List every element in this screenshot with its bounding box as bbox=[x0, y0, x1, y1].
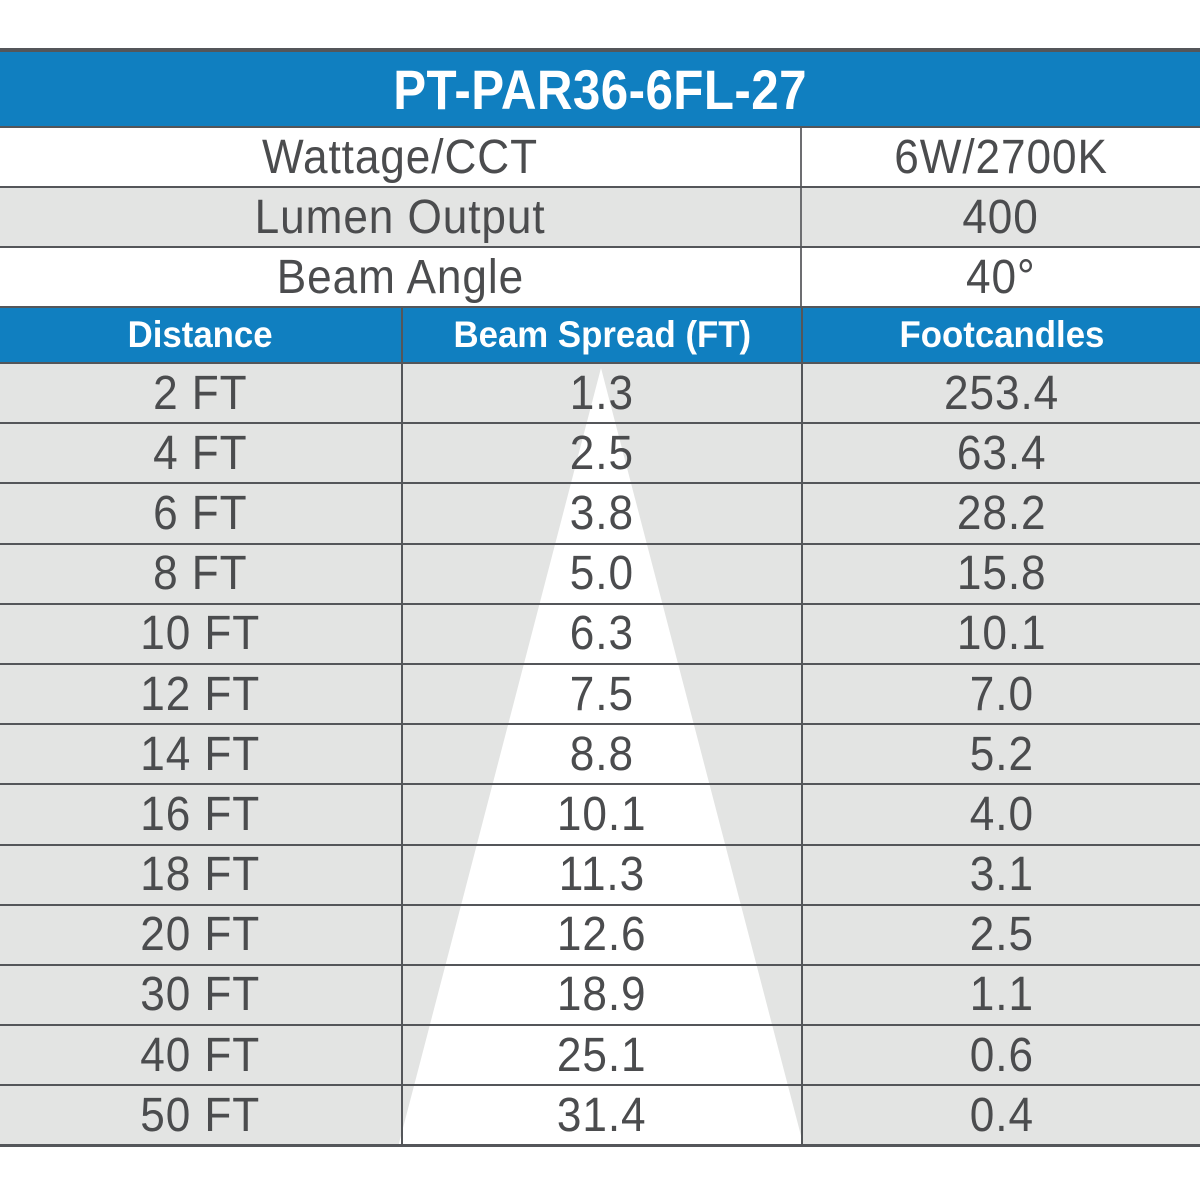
distance-cell: 4 FT bbox=[0, 424, 403, 483]
table-row: 8 FT 5.0 15.8 bbox=[0, 544, 1200, 605]
footcandles-cell: 253.4 bbox=[943, 366, 1060, 420]
beam-spread-cell: 6.3 bbox=[403, 604, 803, 663]
spec-row-beam-angle: Beam Angle 40° bbox=[0, 248, 1200, 308]
footcandles-cell: 0.6 bbox=[969, 1028, 1034, 1082]
table-row: 40 FT 25.1 0.6 bbox=[0, 1026, 1200, 1087]
table-row: 20 FT 12.6 2.5 bbox=[0, 905, 1200, 966]
beam-spread-cell: 11.3 bbox=[403, 845, 803, 904]
beam-spread-cell: 2.5 bbox=[403, 424, 803, 483]
beam-spread-cell: 25.1 bbox=[403, 1026, 803, 1085]
footcandles-cell: 7.0 bbox=[969, 667, 1034, 721]
distance-cell: 30 FT bbox=[0, 965, 403, 1025]
distance-cell: 20 FT bbox=[0, 905, 403, 964]
spec-value-cell: 6W/2700K bbox=[802, 128, 1200, 186]
spec-label-cell: Beam Angle bbox=[0, 248, 802, 306]
footcandles-cell: 2.5 bbox=[969, 908, 1034, 962]
footcandles-cell: 1.1 bbox=[969, 968, 1034, 1022]
footcandles-cell: 63.4 bbox=[956, 426, 1047, 480]
footcandles-cell: 4.0 bbox=[969, 787, 1034, 841]
spec-value: 400 bbox=[962, 190, 1040, 244]
footcandles-cell: 0.4 bbox=[969, 1088, 1034, 1142]
beam-spread-cell: 31.4 bbox=[403, 1086, 803, 1145]
table-row: 14 FT 8.8 5.2 bbox=[0, 725, 1200, 786]
beam-spread-cell: 10.1 bbox=[403, 785, 803, 844]
beam-spread-cell: 18.9 bbox=[403, 965, 803, 1025]
footcandles-cell: 3.1 bbox=[969, 848, 1034, 902]
distance-cell: 18 FT bbox=[0, 845, 403, 904]
header-footcandles: Footcandles bbox=[899, 314, 1104, 355]
beam-spread-cell: 12.6 bbox=[403, 905, 803, 964]
distance-cell: 12 FT bbox=[0, 664, 403, 724]
spec-table: PT-PAR36-6FL-27 Wattage/CCT 6W/2700K Lum… bbox=[0, 48, 1200, 1148]
spec-label: Wattage/CCT bbox=[262, 130, 538, 184]
spec-row-lumen: Lumen Output 400 bbox=[0, 188, 1200, 248]
beam-spread-cell: 8.8 bbox=[403, 725, 803, 784]
header-beam-spread: Beam Spread (FT) bbox=[403, 308, 803, 362]
distance-cell: 40 FT bbox=[0, 1026, 403, 1085]
spec-label-cell: Lumen Output bbox=[0, 188, 802, 246]
table-header-row: Distance Beam Spread (FT) Footcandles bbox=[0, 308, 1200, 364]
table-row: 50 FT 31.4 0.4 bbox=[0, 1086, 1200, 1148]
beam-spread-cell: 7.5 bbox=[403, 664, 803, 724]
table-row: 2 FT 1.3 253.4 bbox=[0, 364, 1200, 425]
spec-label: Beam Angle bbox=[276, 250, 524, 304]
light-beam-cone-icon bbox=[398, 368, 804, 1148]
beam-spread-cell: 3.8 bbox=[403, 484, 803, 543]
footcandles-cell: 15.8 bbox=[956, 547, 1047, 601]
spec-row-wattage: Wattage/CCT 6W/2700K bbox=[0, 128, 1200, 188]
beam-spread-cell: 5.0 bbox=[403, 544, 803, 603]
distance-cell: 10 FT bbox=[0, 604, 403, 663]
table-row: 4 FT 2.5 63.4 bbox=[0, 424, 1200, 485]
table-row: 18 FT 11.3 3.1 bbox=[0, 845, 1200, 906]
spec-value-cell: 400 bbox=[802, 188, 1200, 246]
table-row: 12 FT 7.5 7.0 bbox=[0, 664, 1200, 726]
table-row: 6 FT 3.8 28.2 bbox=[0, 484, 1200, 545]
distance-cell: 50 FT bbox=[0, 1086, 403, 1145]
footcandles-cell: 10.1 bbox=[956, 607, 1047, 661]
distance-cell: 8 FT bbox=[0, 544, 403, 603]
distance-cell: 2 FT bbox=[0, 364, 403, 423]
table-row: 10 FT 6.3 10.1 bbox=[0, 604, 1200, 665]
footcandles-cell: 5.2 bbox=[969, 727, 1034, 781]
spec-value: 40° bbox=[966, 250, 1036, 304]
spec-label: Lumen Output bbox=[254, 190, 546, 244]
product-title: PT-PAR36-6FL-27 bbox=[393, 57, 807, 121]
table-row: 16 FT 10.1 4.0 bbox=[0, 785, 1200, 846]
spec-value-cell: 40° bbox=[802, 248, 1200, 306]
table-body: 2 FT 1.3 253.4 4 FT 2.5 63.4 6 FT 3.8 28… bbox=[0, 364, 1200, 1148]
distance-cell: 6 FT bbox=[0, 484, 403, 543]
header-distance: Distance bbox=[0, 308, 403, 362]
beam-spread-cell: 1.3 bbox=[403, 364, 803, 423]
distance-cell: 14 FT bbox=[0, 725, 403, 784]
spec-label-cell: Wattage/CCT bbox=[0, 128, 802, 186]
product-title-bar: PT-PAR36-6FL-27 bbox=[0, 52, 1200, 128]
spec-value: 6W/2700K bbox=[894, 130, 1108, 184]
footcandles-cell: 28.2 bbox=[956, 486, 1047, 540]
distance-cell: 16 FT bbox=[0, 785, 403, 844]
table-row: 30 FT 18.9 1.1 bbox=[0, 965, 1200, 1027]
